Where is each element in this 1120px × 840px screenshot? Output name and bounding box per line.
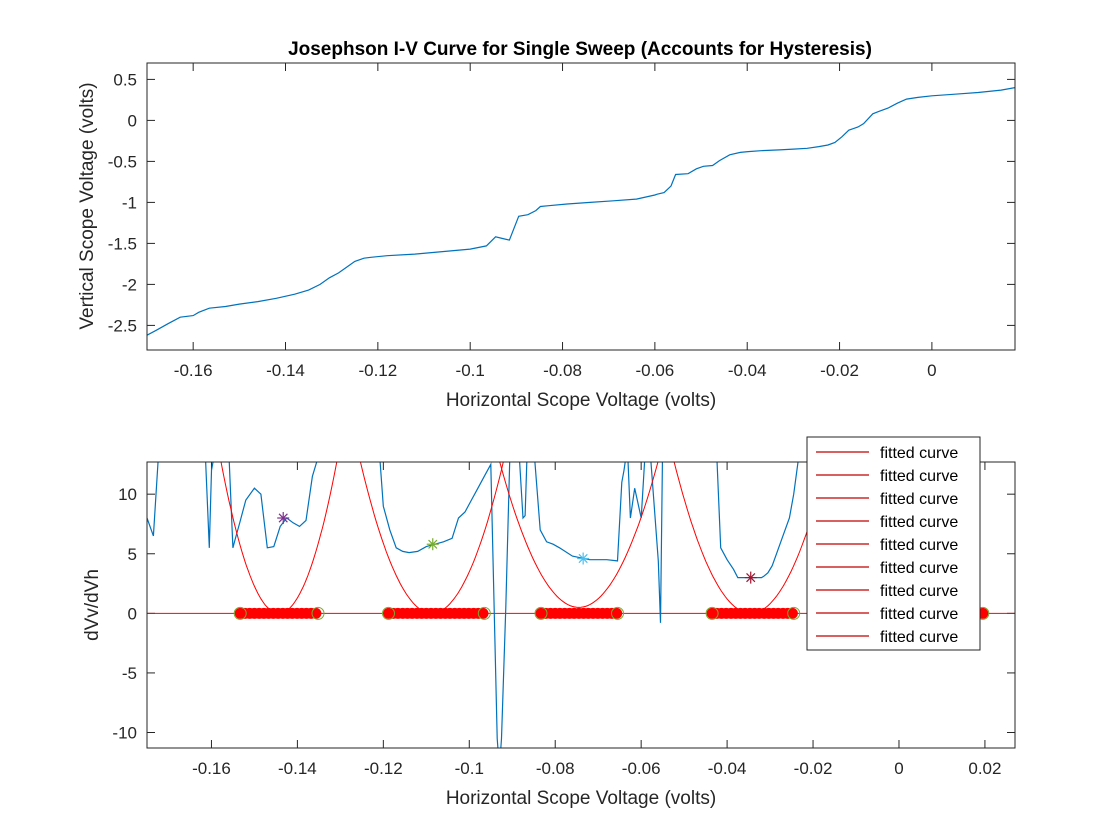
minimum-star-marker — [426, 538, 439, 551]
zero-marker-outline — [382, 606, 395, 620]
minimum-star-marker — [577, 552, 590, 565]
zero-marker-outline — [787, 606, 801, 620]
legend: fitted curve fitted curve fitted curve fitt… — [806, 436, 981, 651]
y-tick-label: -0.5 — [108, 152, 137, 171]
series-group — [147, 462, 1015, 748]
legend-entry: fitted curve — [880, 514, 958, 531]
x-tick-label: 0 — [927, 361, 936, 380]
zero-marker-outline — [311, 606, 325, 620]
derivative-chart: -0.16 -0.14 -0.12 -0.1 -0.08 -0.06 -0.04 -0.02 0… — [82, 436, 1016, 809]
iv-series-line — [147, 87, 1015, 336]
x-tick-label: -0.02 — [820, 361, 859, 380]
y-tick-label: 0.5 — [113, 70, 137, 89]
y-tick-label: 10 — [118, 485, 137, 504]
y-tick-label: 5 — [128, 545, 137, 564]
x-tick-label: -0.02 — [794, 759, 833, 778]
zero-marker-outline — [705, 606, 719, 620]
y-tick-label: -2 — [122, 275, 137, 294]
x-axis-label: Horizontal Scope Voltage (volts) — [446, 788, 716, 809]
x-tick-label: -0.14 — [278, 759, 317, 778]
star-stroke — [746, 572, 756, 583]
y-tick-label: 0 — [128, 111, 137, 130]
x-tick-label: -0.04 — [708, 759, 747, 778]
x-tick-label: -0.14 — [266, 361, 305, 380]
x-tick-label: -0.06 — [622, 759, 661, 778]
x-tick-label: -0.06 — [635, 361, 674, 380]
zero-marker-outline — [611, 606, 624, 620]
iv-curve-chart: Josephson I-V Curve for Single Sweep (Ac… — [77, 39, 1016, 411]
x-tick-label: -0.1 — [456, 361, 485, 380]
x-tick-label: 0 — [894, 759, 903, 778]
x-axis-label: Horizontal Scope Voltage (volts) — [446, 390, 716, 411]
x-tick-label: -0.08 — [543, 361, 582, 380]
x-tick-label: -0.12 — [358, 361, 397, 380]
minimum-star-marker — [277, 512, 290, 525]
derivative-series-line — [147, 462, 799, 748]
plot-frame — [146, 62, 1016, 351]
y-tick-label: 0 — [128, 604, 137, 623]
legend-entry: fitted curve — [880, 491, 958, 508]
zero-marker-outline — [477, 606, 491, 620]
axis-ticks: -0.16 -0.14 -0.12 -0.1 -0.08 -0.06 -0.04 -0.02 0… — [112, 462, 1015, 778]
legend-entry: fitted curve — [880, 560, 958, 577]
y-tick-label: -10 — [112, 724, 137, 743]
x-tick-label: 0.02 — [968, 759, 1001, 778]
x-tick-label: -0.1 — [455, 759, 484, 778]
plot-area — [147, 63, 1015, 350]
x-tick-label: -0.12 — [364, 759, 403, 778]
y-tick-label: -5 — [122, 664, 137, 683]
axis-ticks: -0.16 -0.14 -0.12 -0.1 -0.08 -0.06 -0.04 -0.02 0… — [108, 63, 1015, 380]
y-tick-label: -1 — [122, 193, 137, 212]
legend-entry: fitted curve — [880, 445, 958, 462]
minimum-star-marker — [744, 571, 757, 584]
x-tick-label: -0.04 — [728, 361, 767, 380]
star-stroke — [428, 539, 438, 549]
x-tick-label: -0.16 — [174, 361, 213, 380]
series-group — [147, 87, 1015, 336]
y-tick-label: -2.5 — [108, 316, 137, 335]
y-axis-label: Vertical Scope Voltage (volts) — [77, 82, 98, 329]
legend-entry: fitted curve — [880, 583, 958, 600]
star-stroke — [278, 513, 288, 523]
y-axis-label: dVv/dVh — [82, 569, 103, 641]
zero-marker-outline — [233, 606, 247, 620]
legend-entry: fitted curve — [880, 537, 958, 554]
fitted-curve — [499, 462, 659, 608]
x-tick-label: -0.08 — [536, 759, 575, 778]
zero-marker-outline — [534, 606, 548, 620]
plot-frame — [146, 461, 1016, 749]
star-stroke — [578, 553, 588, 564]
chart-title: Josephson I-V Curve for Single Sweep (Ac… — [288, 39, 872, 60]
legend-entry: fitted curve — [880, 606, 958, 623]
x-tick-label: -0.16 — [192, 759, 231, 778]
legend-entry: fitted curve — [880, 629, 958, 646]
y-tick-label: -1.5 — [108, 234, 137, 253]
zero-marker — [310, 607, 322, 619]
legend-entry: fitted curve — [880, 468, 958, 485]
